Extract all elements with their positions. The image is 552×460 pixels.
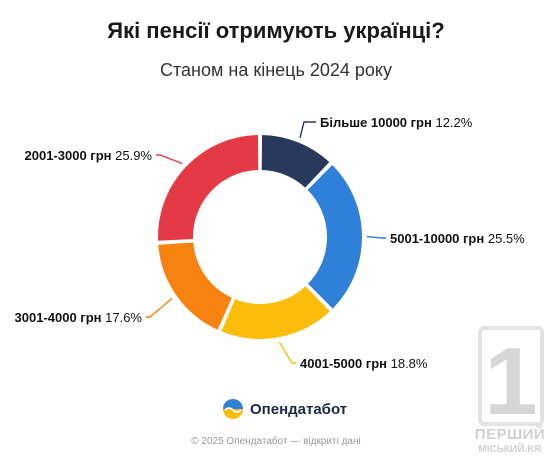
slice-1 — [259, 132, 333, 191]
slice-value-2: 25.5% — [488, 231, 525, 246]
slice-category-3: 4001-5000 грн — [300, 356, 391, 371]
leader-line-4 — [146, 297, 173, 318]
leader-line-1 — [299, 121, 316, 138]
page-subtitle: Станом на кінець 2024 року — [160, 60, 392, 80]
slice-value-4: 17.6% — [105, 310, 142, 325]
slice-label-3: 4001-5000 грн 18.8% — [300, 356, 428, 371]
slice-5 — [156, 132, 261, 243]
page-title: Які пенсії отримують українці? — [107, 18, 445, 43]
watermark-digit: 1 — [484, 328, 537, 435]
slice-value-5: 25.9% — [115, 148, 152, 163]
slice-category-4: 3001-4000 грн — [15, 310, 106, 325]
leader-line-5 — [156, 154, 183, 165]
slice-3 — [218, 283, 333, 341]
slice-label-2: 5001-10000 грн 25.5% — [390, 231, 525, 246]
footer-copyright: © 2025 Опендатабот — відкриті дані — [191, 436, 361, 447]
donut-chart: Більше 10000 грн 12.2% 5001-10000 грн 25.… — [15, 115, 526, 371]
watermark-line2: МІСЬКИЙ.KR — [478, 444, 542, 455]
slice-label-1: Більше 10000 грн 12.2% — [320, 115, 473, 130]
brand: Опендатабот — [222, 398, 347, 420]
slice-category-5: 2001-3000 грн — [25, 148, 116, 163]
slice-value-1: 12.2% — [435, 115, 472, 130]
slice-label-4: 3001-4000 грн 17.6% — [15, 310, 143, 325]
slice-value-3: 18.8% — [391, 356, 428, 371]
leader-line-2 — [366, 235, 386, 239]
slice-label-5: 2001-3000 грн 25.9% — [25, 148, 153, 163]
slice-category-1: Більше 10000 грн — [320, 115, 435, 130]
opendatabot-logo-icon — [223, 399, 243, 419]
slice-4 — [156, 240, 235, 333]
watermark-line1: ПЕРШИЙ — [474, 426, 546, 443]
leader-line-3 — [278, 341, 296, 364]
slice-category-2: 5001-10000 грн — [390, 231, 488, 246]
brand-name: Опендатабот — [250, 400, 348, 418]
watermark-logo: 1 — [478, 326, 544, 435]
slice-2 — [304, 162, 364, 312]
